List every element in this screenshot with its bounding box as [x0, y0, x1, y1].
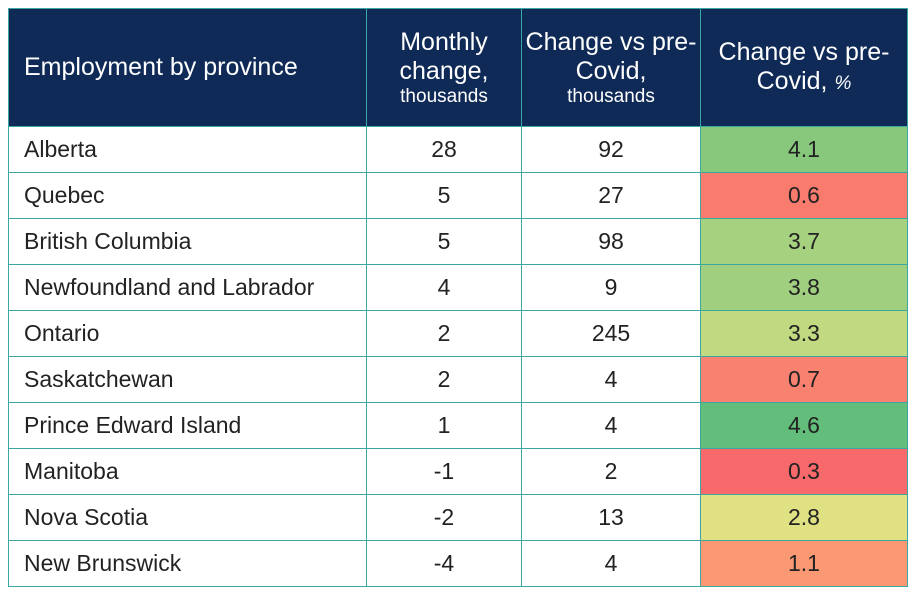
- header-change-pct-unit: %: [834, 72, 852, 94]
- monthly-change-cell: -2: [366, 494, 522, 541]
- header-province-label: Employment by province: [24, 53, 298, 81]
- change-thousands-cell: 4: [521, 540, 701, 587]
- province-cell: Quebec: [8, 172, 367, 219]
- header-monthly-main: Monthly change,: [399, 27, 489, 85]
- province-cell: Alberta: [8, 126, 367, 173]
- header-change-k-sub: thousands: [567, 85, 655, 107]
- employment-table: Employment by province Monthly change, t…: [8, 8, 908, 587]
- monthly-change-cell: 5: [366, 172, 522, 219]
- change-percent-cell: 0.3: [700, 448, 908, 495]
- table-row: Prince Edward Island 1 4 4.6: [8, 402, 908, 449]
- change-thousands-cell: 4: [521, 356, 701, 403]
- change-thousands-cell: 98: [521, 218, 701, 265]
- table-row: Quebec 5 27 0.6: [8, 172, 908, 219]
- province-cell: Saskatchewan: [8, 356, 367, 403]
- monthly-change-cell: 2: [366, 356, 522, 403]
- province-cell: Nova Scotia: [8, 494, 367, 541]
- header-row: Employment by province Monthly change, t…: [8, 8, 908, 127]
- monthly-change-cell: 2: [366, 310, 522, 357]
- province-cell: New Brunswick: [8, 540, 367, 587]
- change-percent-cell: 4.1: [700, 126, 908, 173]
- change-thousands-cell: 92: [521, 126, 701, 173]
- table-row: British Columbia 5 98 3.7: [8, 218, 908, 265]
- change-percent-cell: 1.1: [700, 540, 908, 587]
- change-thousands-cell: 245: [521, 310, 701, 357]
- change-thousands-cell: 9: [521, 264, 701, 311]
- change-percent-cell: 3.3: [700, 310, 908, 357]
- province-cell: Ontario: [8, 310, 367, 357]
- table-row: Nova Scotia -2 13 2.8: [8, 494, 908, 541]
- table-body: Alberta 28 92 4.1 Quebec 5 27 0.6 British Columb…: [8, 126, 908, 587]
- change-thousands-cell: 4: [521, 402, 701, 449]
- header-monthly-sub: thousands: [400, 85, 488, 107]
- change-percent-cell: 0.7: [700, 356, 908, 403]
- table-header: Employment by province Monthly change, t…: [8, 8, 908, 127]
- header-change-pct-text: Change vs pre-Covid,: [718, 37, 890, 95]
- monthly-change-cell: 28: [366, 126, 522, 173]
- monthly-change-cell: -4: [366, 540, 522, 587]
- header-monthly-change: Monthly change, thousands: [366, 8, 522, 127]
- table-row: Newfoundland and Labrador 4 9 3.8: [8, 264, 908, 311]
- header-change-pct-main: Change vs pre-Covid, %: [701, 38, 907, 98]
- province-cell: Manitoba: [8, 448, 367, 495]
- table-row: Ontario 2 245 3.3: [8, 310, 908, 357]
- header-change-k-main: Change vs pre-Covid,: [525, 27, 697, 85]
- monthly-change-cell: -1: [366, 448, 522, 495]
- change-percent-cell: 3.7: [700, 218, 908, 265]
- header-change-percent: Change vs pre-Covid, %: [700, 8, 908, 127]
- monthly-change-cell: 1: [366, 402, 522, 449]
- monthly-change-cell: 5: [366, 218, 522, 265]
- change-percent-cell: 4.6: [700, 402, 908, 449]
- employment-table-wrapper: Employment by province Monthly change, t…: [8, 8, 908, 587]
- change-thousands-cell: 13: [521, 494, 701, 541]
- header-province: Employment by province: [8, 8, 367, 127]
- table-row: New Brunswick -4 4 1.1: [8, 540, 908, 587]
- change-percent-cell: 2.8: [700, 494, 908, 541]
- table-row: Alberta 28 92 4.1: [8, 126, 908, 173]
- province-cell: Prince Edward Island: [8, 402, 367, 449]
- change-thousands-cell: 27: [521, 172, 701, 219]
- change-percent-cell: 3.8: [700, 264, 908, 311]
- province-cell: British Columbia: [8, 218, 367, 265]
- change-percent-cell: 0.6: [700, 172, 908, 219]
- monthly-change-cell: 4: [366, 264, 522, 311]
- province-cell: Newfoundland and Labrador: [8, 264, 367, 311]
- header-change-thousands: Change vs pre-Covid, thousands: [521, 8, 701, 127]
- table-row: Manitoba -1 2 0.3: [8, 448, 908, 495]
- table-row: Saskatchewan 2 4 0.7: [8, 356, 908, 403]
- change-thousands-cell: 2: [521, 448, 701, 495]
